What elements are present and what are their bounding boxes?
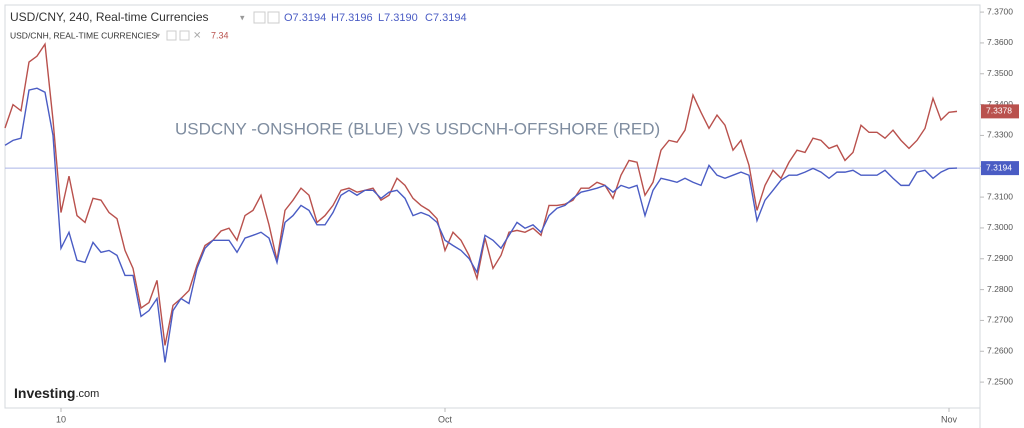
y-tick-label: 7.3600 <box>987 37 1013 47</box>
y-tick-label: 7.3300 <box>987 130 1013 140</box>
y-tick-label: 7.2600 <box>987 346 1013 356</box>
series-title: USD/CNH, REAL-TIME CURRENCIES <box>10 30 158 40</box>
logo: Investing.com <box>14 385 99 401</box>
logo-name: Investing <box>14 385 75 401</box>
ohlc-value: C7.3194 <box>425 12 467 24</box>
price-label: 7.3378 <box>986 106 1012 116</box>
menu-arrow[interactable]: ▾ <box>240 12 245 22</box>
series-title: USD/CNY, 240, Real-time Currencies <box>10 10 209 24</box>
y-tick-label: 7.3100 <box>987 191 1013 201</box>
ohlc-value: O7.3194 <box>284 12 326 24</box>
price-label-bg <box>981 161 1019 176</box>
series-line <box>4 42 958 346</box>
y-tick-label: 7.2700 <box>987 315 1013 325</box>
y-tick-label: 7.2900 <box>987 253 1013 263</box>
ohlc-value: H7.3196 <box>331 12 373 24</box>
x-tick-label: Oct <box>438 414 453 424</box>
close-icon[interactable]: ✕ <box>193 31 201 42</box>
icon[interactable] <box>267 11 280 24</box>
icon[interactable] <box>253 11 266 24</box>
y-tick-label: 7.2500 <box>987 376 1013 386</box>
y-tick-label: 7.3000 <box>987 222 1013 232</box>
y-tick-label: 7.3700 <box>987 6 1013 16</box>
x-tick-label: 10 <box>56 414 66 424</box>
ohlc-value: L7.3190 <box>378 12 418 24</box>
logo-suffix: .com <box>75 388 99 400</box>
y-tick-label: 7.3400 <box>987 99 1013 109</box>
y-tick-label: 7.3500 <box>987 68 1013 78</box>
annotation: USDCNY -ONSHORE (BLUE) VS USDCNH-OFFSHOR… <box>175 119 660 138</box>
x-tick-label: Nov <box>941 414 958 424</box>
menu-arrow[interactable]: ▾ <box>156 31 160 40</box>
plot-frame <box>4 4 981 409</box>
y-tick-label: 7.2800 <box>987 284 1013 294</box>
price-label: 7.3194 <box>986 162 1012 172</box>
icon[interactable] <box>166 30 177 41</box>
price-label-bg <box>981 104 1019 119</box>
icon[interactable] <box>179 30 190 41</box>
header-value: 7.34 <box>211 30 229 40</box>
series-line <box>4 87 958 363</box>
